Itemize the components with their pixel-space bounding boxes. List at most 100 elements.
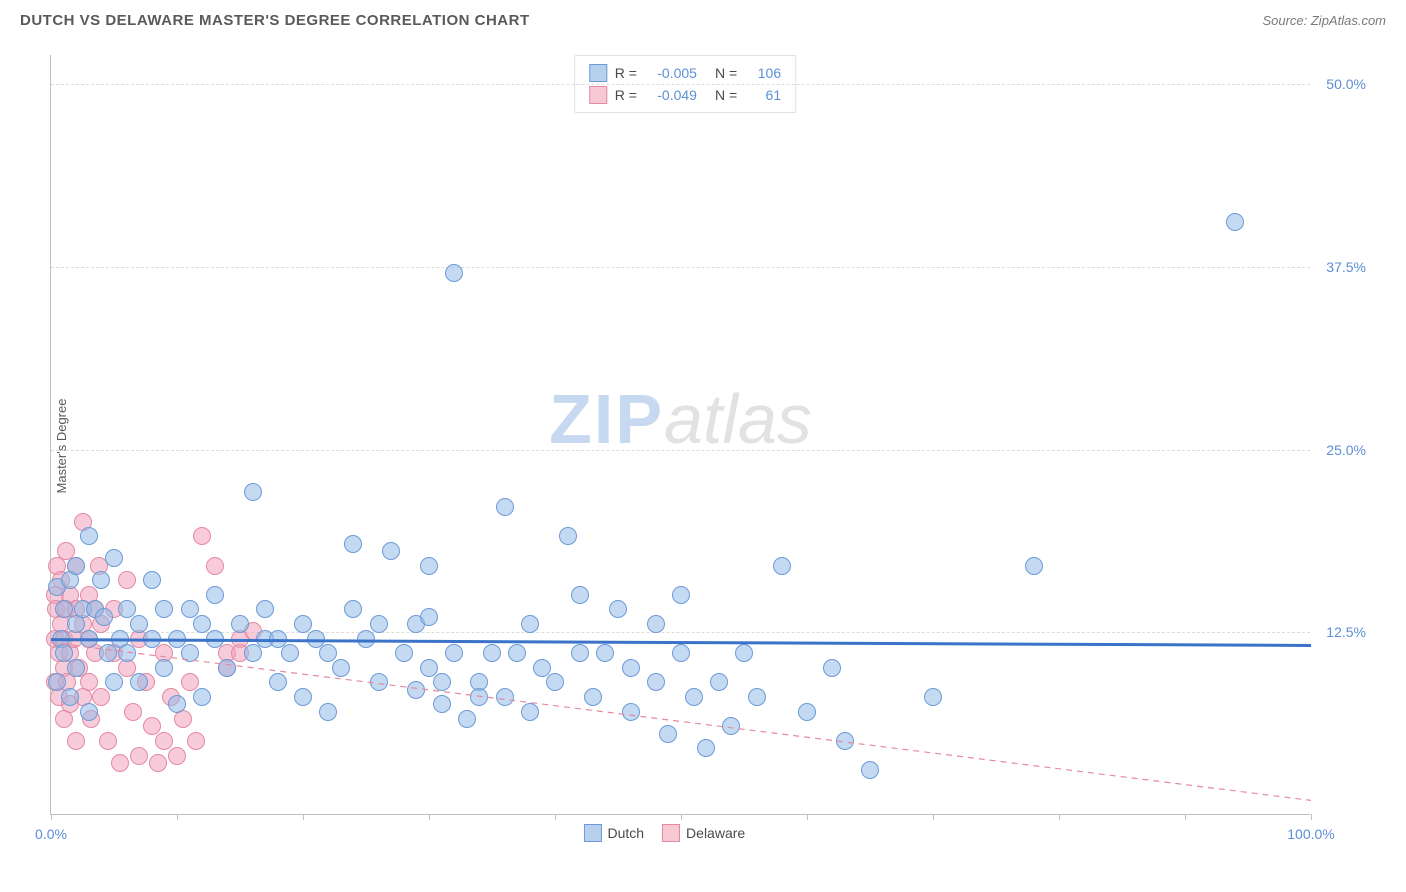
legend-swatch (583, 824, 601, 842)
data-point-delaware (80, 673, 98, 691)
data-point-dutch (382, 542, 400, 560)
data-point-dutch (143, 630, 161, 648)
data-point-delaware (155, 732, 173, 750)
data-point-dutch (407, 681, 425, 699)
data-point-dutch (218, 659, 236, 677)
x-tick (429, 814, 430, 820)
plot-area: ZIPatlas R =-0.005N =106R =-0.049N =61 D… (50, 55, 1310, 815)
x-tick (555, 814, 556, 820)
data-point-delaware (181, 673, 199, 691)
data-point-dutch (168, 695, 186, 713)
data-point-dutch (521, 703, 539, 721)
data-point-delaware (206, 557, 224, 575)
x-tick (933, 814, 934, 820)
data-point-dutch (181, 644, 199, 662)
data-point-dutch (823, 659, 841, 677)
chart-container: ZIPatlas R =-0.005N =106R =-0.049N =61 D… (50, 55, 1360, 845)
data-point-dutch (722, 717, 740, 735)
data-point-dutch (80, 527, 98, 545)
data-point-dutch (80, 703, 98, 721)
x-tick-label: 0.0% (35, 826, 67, 842)
data-point-dutch (861, 761, 879, 779)
data-point-dutch (67, 659, 85, 677)
legend-series-label: Delaware (686, 825, 745, 841)
y-tick-label: 37.5% (1326, 259, 1366, 275)
data-point-dutch (672, 644, 690, 662)
data-point-dutch (710, 673, 728, 691)
trend-line (51, 55, 1311, 815)
data-point-dutch (735, 644, 753, 662)
data-point-delaware (67, 732, 85, 750)
data-point-dutch (206, 630, 224, 648)
data-point-dutch (1025, 557, 1043, 575)
x-tick-label: 100.0% (1287, 826, 1334, 842)
x-tick (51, 814, 52, 820)
data-point-dutch (319, 703, 337, 721)
data-point-dutch (458, 710, 476, 728)
trend-line (51, 55, 1311, 815)
data-point-dutch (67, 557, 85, 575)
data-point-dutch (80, 630, 98, 648)
legend-series-label: Dutch (607, 825, 644, 841)
data-point-dutch (357, 630, 375, 648)
data-point-dutch (571, 644, 589, 662)
data-point-dutch (193, 688, 211, 706)
data-point-dutch (118, 600, 136, 618)
x-tick (681, 814, 682, 820)
data-point-dutch (672, 586, 690, 604)
data-point-dutch (496, 688, 514, 706)
data-point-dutch (95, 608, 113, 626)
data-point-dutch (256, 600, 274, 618)
legend-series-item: Delaware (662, 824, 745, 842)
data-point-delaware (193, 527, 211, 545)
data-point-dutch (143, 571, 161, 589)
legend-r-label: R = (615, 65, 637, 81)
data-point-dutch (281, 644, 299, 662)
legend-n-label: N = (715, 87, 737, 103)
data-point-delaware (149, 754, 167, 772)
data-point-dutch (130, 615, 148, 633)
data-point-dutch (697, 739, 715, 757)
legend-stats-row: R =-0.005N =106 (589, 62, 781, 84)
data-point-dutch (168, 630, 186, 648)
data-point-dutch (659, 725, 677, 743)
data-point-dutch (546, 673, 564, 691)
data-point-delaware (187, 732, 205, 750)
data-point-dutch (470, 688, 488, 706)
legend-swatch (662, 824, 680, 842)
x-tick (177, 814, 178, 820)
data-point-dutch (798, 703, 816, 721)
data-point-delaware (92, 688, 110, 706)
data-point-dutch (483, 644, 501, 662)
data-point-dutch (55, 644, 73, 662)
data-point-dutch (748, 688, 766, 706)
data-point-dutch (533, 659, 551, 677)
data-point-dutch (269, 630, 287, 648)
watermark: ZIPatlas (549, 379, 812, 459)
data-point-dutch (105, 549, 123, 567)
source-attribution: Source: ZipAtlas.com (1262, 13, 1386, 28)
data-point-dutch (48, 673, 66, 691)
y-gridline (51, 267, 1310, 268)
watermark-zip: ZIP (549, 380, 664, 458)
legend-swatch (589, 64, 607, 82)
data-point-dutch (924, 688, 942, 706)
legend-r-value: -0.005 (645, 65, 697, 81)
data-point-dutch (571, 586, 589, 604)
y-gridline (51, 450, 1310, 451)
data-point-dutch (231, 615, 249, 633)
y-tick-label: 25.0% (1326, 442, 1366, 458)
data-point-dutch (370, 673, 388, 691)
legend-n-value: 106 (745, 65, 781, 81)
data-point-delaware (111, 754, 129, 772)
legend-swatch (589, 86, 607, 104)
data-point-dutch (344, 600, 362, 618)
data-point-dutch (370, 615, 388, 633)
data-point-dutch (647, 615, 665, 633)
data-point-dutch (92, 571, 110, 589)
data-point-dutch (395, 644, 413, 662)
data-point-dutch (206, 586, 224, 604)
data-point-dutch (420, 659, 438, 677)
data-point-dutch (773, 557, 791, 575)
data-point-dutch (55, 600, 73, 618)
